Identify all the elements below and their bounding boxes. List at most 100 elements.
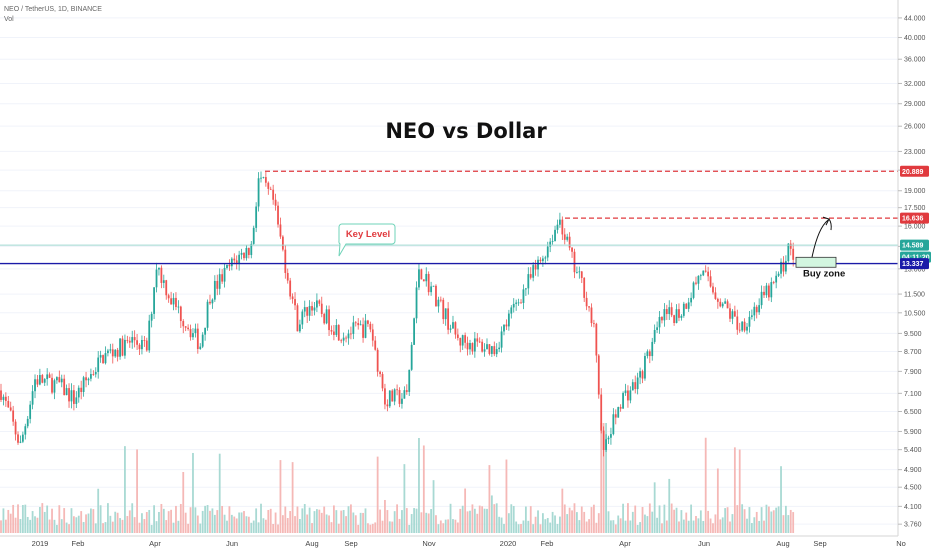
volume-bar (709, 518, 712, 533)
buy-zone[interactable]: Buy zone (795, 256, 845, 279)
candle-body (0, 390, 2, 400)
candle-body (505, 324, 508, 327)
key-level-callout[interactable]: Key Level (338, 223, 396, 257)
candle-body (165, 280, 168, 296)
candle-body (634, 382, 637, 390)
candle-body (226, 264, 228, 268)
candle-body (731, 311, 734, 319)
time-axis[interactable]: 2019 Feb Apr Jun Aug Sep Nov 2020 Feb Apr Jun Aug Se… (0, 535, 906, 548)
candle-body (335, 325, 338, 335)
volume-bar (393, 511, 396, 533)
volume-bar (9, 513, 12, 533)
y-tick-label: 5.900 (904, 429, 922, 436)
candle-body (534, 265, 537, 270)
candle-body (281, 236, 284, 250)
volume-bar (396, 504, 398, 533)
volume-bar (335, 510, 338, 533)
candle-body (473, 338, 476, 352)
volume-bar (488, 465, 491, 533)
candle-body (593, 323, 595, 324)
volume-bar (607, 511, 610, 533)
candle-body (556, 224, 559, 230)
volume-bar (500, 517, 503, 533)
volume-bar (65, 522, 68, 533)
x-tick-label: Sep (813, 539, 826, 548)
candle-body (510, 307, 513, 314)
x-tick-label: Aug (776, 539, 789, 548)
volume-bar (31, 511, 34, 533)
volume-bar (153, 505, 155, 533)
volume-bar (201, 510, 204, 533)
volume-bar (678, 521, 680, 533)
volume-bar (578, 520, 581, 533)
x-tick-label: 2019 (32, 539, 49, 548)
candle-body (602, 430, 605, 450)
volume-bar (53, 519, 56, 533)
volume-bar (432, 480, 435, 533)
volume-bar (109, 515, 112, 533)
volume-bar (736, 505, 739, 533)
candle-body (29, 404, 32, 419)
candle-body (284, 249, 287, 273)
volume-bar (133, 517, 136, 533)
candle-body (442, 299, 445, 320)
candle-body (177, 306, 180, 308)
volume-bar (379, 509, 381, 533)
candle-body (658, 317, 661, 328)
candle-body (90, 374, 92, 379)
volume-bar (175, 505, 177, 533)
volume-bar (7, 509, 10, 533)
volume-bar (250, 522, 253, 533)
candle-body (568, 236, 571, 248)
candle-body (379, 371, 381, 375)
volume-bar (697, 518, 700, 533)
candle-body (153, 287, 155, 314)
volume-bar (73, 516, 75, 533)
volume-bar (80, 511, 83, 533)
candle-body (578, 271, 581, 273)
candle-body (403, 390, 406, 399)
volume-bar (641, 506, 644, 533)
candle-body (410, 344, 413, 370)
candle-body (629, 390, 632, 401)
candle-body (182, 321, 185, 327)
volume-bar (320, 512, 323, 533)
volume-bar (34, 516, 36, 533)
volume-bar (4, 519, 7, 533)
volume-bar (597, 513, 600, 533)
candle-body (437, 299, 440, 307)
volume-bar (784, 505, 787, 533)
volume-bar (772, 510, 775, 533)
volume-bar (289, 511, 292, 533)
candle-body (240, 252, 243, 255)
candle-body (418, 269, 420, 288)
volume-bar (680, 510, 683, 533)
candle-body (627, 390, 629, 401)
candle-body (563, 234, 566, 240)
projection-arrow (811, 219, 829, 258)
key-level-tag-bg (900, 258, 929, 270)
y-tick-label: 11.500 (904, 292, 925, 299)
volume-bar (272, 523, 275, 533)
volume-bar (539, 524, 542, 533)
volume-bar (121, 519, 124, 533)
price-axis[interactable]: 44.000 40.000 36.000 32.000 29.000 26.000 23.0… (897, 0, 932, 550)
candle-body (639, 371, 641, 378)
volume-bar (38, 506, 41, 533)
volume-bar (12, 504, 15, 533)
candle-body (260, 177, 262, 179)
candle-body (274, 199, 277, 206)
volume-bar (306, 514, 309, 533)
volume-bar (352, 512, 355, 533)
volume-bar (554, 515, 556, 533)
x-tick-label: Sep (344, 539, 357, 548)
volume-bar (260, 503, 262, 533)
volume-bar (707, 510, 710, 533)
drawing-overlays: Key Level Buy zone (0, 170, 898, 279)
candle-body (612, 414, 615, 435)
volume-bar (26, 516, 29, 533)
candle-body (733, 311, 736, 317)
candle-body (9, 407, 12, 411)
volume-bar (559, 516, 561, 533)
